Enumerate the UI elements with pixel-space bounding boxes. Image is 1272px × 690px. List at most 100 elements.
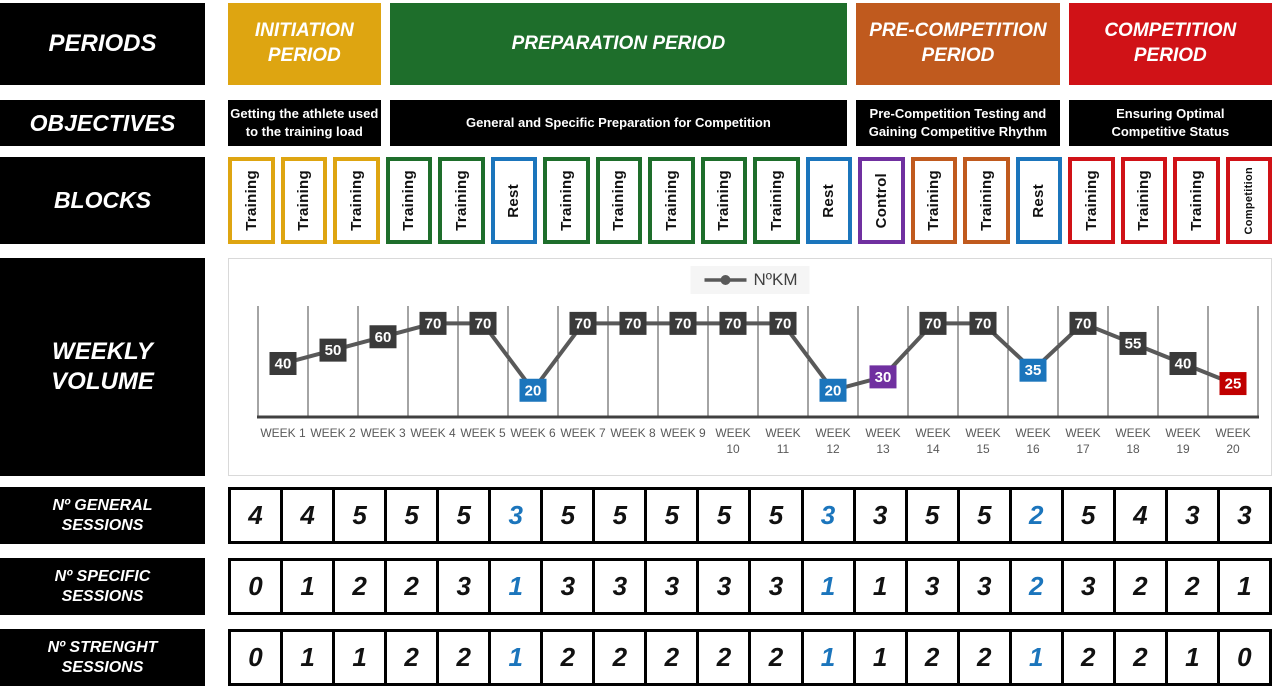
strenght-sessions-week-3: 1 bbox=[332, 629, 388, 686]
week-axis-label-6: WEEK 6 bbox=[510, 426, 556, 440]
week-axis-label-14: WEEK 14 bbox=[915, 426, 951, 457]
specific-sessions-week-7: 3 bbox=[540, 558, 596, 615]
data-point-label-week-7: 70 bbox=[569, 311, 597, 335]
general-sessions-week-18: 4 bbox=[1112, 487, 1168, 544]
block-week-8: Training bbox=[595, 157, 642, 244]
data-point-label-week-6: 20 bbox=[519, 378, 547, 402]
block-week-5: Training bbox=[438, 157, 485, 244]
week-axis-label-15: WEEK 15 bbox=[965, 426, 1001, 457]
strenght-sessions-week-2: 1 bbox=[280, 629, 336, 686]
specific-sessions-week-18: 2 bbox=[1112, 558, 1168, 615]
weekly-volume-row-label: WEEKLY VOLUME bbox=[0, 258, 205, 476]
block-week-16: Rest bbox=[1015, 157, 1062, 244]
strenght-sessions-week-8: 2 bbox=[592, 629, 648, 686]
specific-sessions-week-4: 2 bbox=[384, 558, 440, 615]
specific-sessions-week-16: 2 bbox=[1008, 558, 1064, 615]
data-point-label-week-1: 40 bbox=[269, 352, 297, 376]
general-sessions-week-4: 5 bbox=[384, 487, 440, 544]
svg-text:35: 35 bbox=[1025, 362, 1042, 379]
block-label: Training bbox=[347, 170, 365, 231]
general-sessions-week-2: 4 bbox=[280, 487, 336, 544]
week-axis-label-17: WEEK 17 bbox=[1065, 426, 1101, 457]
general-sessions-week-3: 5 bbox=[332, 487, 388, 544]
strenght-sessions-week-11: 2 bbox=[748, 629, 804, 686]
data-point-label-week-20: 25 bbox=[1219, 372, 1247, 396]
specific-sessions-week-9: 3 bbox=[644, 558, 700, 615]
block-label: Training bbox=[1135, 170, 1153, 231]
period-box-4: COMPETITION PERIOD bbox=[1068, 3, 1272, 85]
week-axis-label-16: WEEK 16 bbox=[1015, 426, 1051, 457]
periods-row-label: PERIODS bbox=[0, 3, 205, 85]
strenght-sessions-week-16: 1 bbox=[1008, 629, 1064, 686]
general-sessions-week-13: 3 bbox=[852, 487, 908, 544]
week-axis-label-19: WEEK 19 bbox=[1165, 426, 1201, 457]
general-sessions-week-8: 5 bbox=[592, 487, 648, 544]
svg-text:70: 70 bbox=[975, 315, 992, 332]
general-sessions-week-1: 4 bbox=[228, 487, 284, 544]
general-sessions-week-20: 3 bbox=[1216, 487, 1272, 544]
block-label: Training bbox=[977, 170, 995, 231]
svg-text:30: 30 bbox=[875, 369, 892, 386]
general-sessions-week-17: 5 bbox=[1060, 487, 1116, 544]
data-point-label-week-14: 70 bbox=[919, 311, 947, 335]
week-axis-label-3: WEEK 3 bbox=[360, 426, 406, 440]
strenght-sessions-week-10: 2 bbox=[696, 629, 752, 686]
strenght-sessions-week-9: 2 bbox=[644, 629, 700, 686]
svg-text:70: 70 bbox=[425, 315, 442, 332]
volume-line-chart-svg: 40 50 60 70 70 20 70 70 70 70 70 20 30 70 70 35 70 55 40 25 bbox=[257, 306, 1259, 419]
svg-text:70: 70 bbox=[775, 315, 792, 332]
week-axis-label-5: WEEK 5 bbox=[460, 426, 506, 440]
block-label: Rest bbox=[505, 183, 523, 218]
block-label: Training bbox=[557, 170, 575, 231]
period-box-1: INITIATION PERIOD bbox=[228, 3, 381, 85]
week-axis-labels: WEEK 1 WEEK 2 WEEK 3 WEEK 4 WEEK 5 WEEK 6 WEEK… bbox=[258, 425, 1258, 457]
strenght-sessions-week-1: 0 bbox=[228, 629, 284, 686]
block-label: Training bbox=[715, 170, 733, 231]
chart-legend: NºKM bbox=[690, 266, 810, 294]
objective-box-4: Ensuring Optimal Competitive Status bbox=[1068, 100, 1272, 146]
strenght-sessions-week-13: 1 bbox=[852, 629, 908, 686]
legend-series-name: NºKM bbox=[753, 270, 798, 289]
svg-text:20: 20 bbox=[525, 382, 542, 399]
data-point-label-week-19: 40 bbox=[1169, 352, 1197, 376]
week-axis-label-1: WEEK 1 bbox=[260, 426, 306, 440]
specific-sessions-week-3: 2 bbox=[332, 558, 388, 615]
block-week-13: Control bbox=[858, 157, 905, 244]
block-label: Training bbox=[452, 170, 470, 231]
svg-text:70: 70 bbox=[625, 315, 642, 332]
svg-text:70: 70 bbox=[725, 315, 742, 332]
specific-sessions-week-8: 3 bbox=[592, 558, 648, 615]
strenght-sessions-week-6: 1 bbox=[488, 629, 544, 686]
strenght-sessions-week-19: 1 bbox=[1164, 629, 1220, 686]
general-sessions-week-7: 5 bbox=[540, 487, 596, 544]
block-label: Training bbox=[242, 170, 260, 231]
weekly-volume-chart: NºKM 40 50 60 70 70 20 70 70 70 70 70 20 30 70 70 35 70 5… bbox=[228, 258, 1272, 476]
general-sessions-week-11: 5 bbox=[748, 487, 804, 544]
general-sessions-week-12: 3 bbox=[800, 487, 856, 544]
objectives-row-label: OBJECTIVES bbox=[0, 100, 205, 146]
svg-text:25: 25 bbox=[1225, 376, 1242, 393]
specific-sessions-week-2: 1 bbox=[280, 558, 336, 615]
svg-text:50: 50 bbox=[325, 342, 342, 359]
svg-text:60: 60 bbox=[375, 329, 392, 346]
block-label: Rest bbox=[1030, 183, 1048, 218]
week-axis-label-8: WEEK 8 bbox=[610, 426, 656, 440]
block-week-4: Training bbox=[385, 157, 432, 244]
periods-row: PERIODS INITIATION PERIOD PREPARATION PER… bbox=[0, 3, 1272, 85]
svg-text:70: 70 bbox=[575, 315, 592, 332]
week-axis-label-12: WEEK 12 bbox=[815, 426, 851, 457]
data-point-label-week-11: 70 bbox=[769, 311, 797, 335]
specific-sessions-week-6: 1 bbox=[488, 558, 544, 615]
specific-sessions-week-12: 1 bbox=[800, 558, 856, 615]
specific-sessions-week-10: 3 bbox=[696, 558, 752, 615]
strenght-sessions-week-17: 2 bbox=[1060, 629, 1116, 686]
week-axis-label-18: WEEK 18 bbox=[1115, 426, 1151, 457]
block-week-12: Rest bbox=[805, 157, 852, 244]
specific-sessions-week-20: 1 bbox=[1216, 558, 1272, 615]
general-sessions-week-14: 5 bbox=[904, 487, 960, 544]
data-point-label-week-16: 35 bbox=[1019, 358, 1047, 382]
